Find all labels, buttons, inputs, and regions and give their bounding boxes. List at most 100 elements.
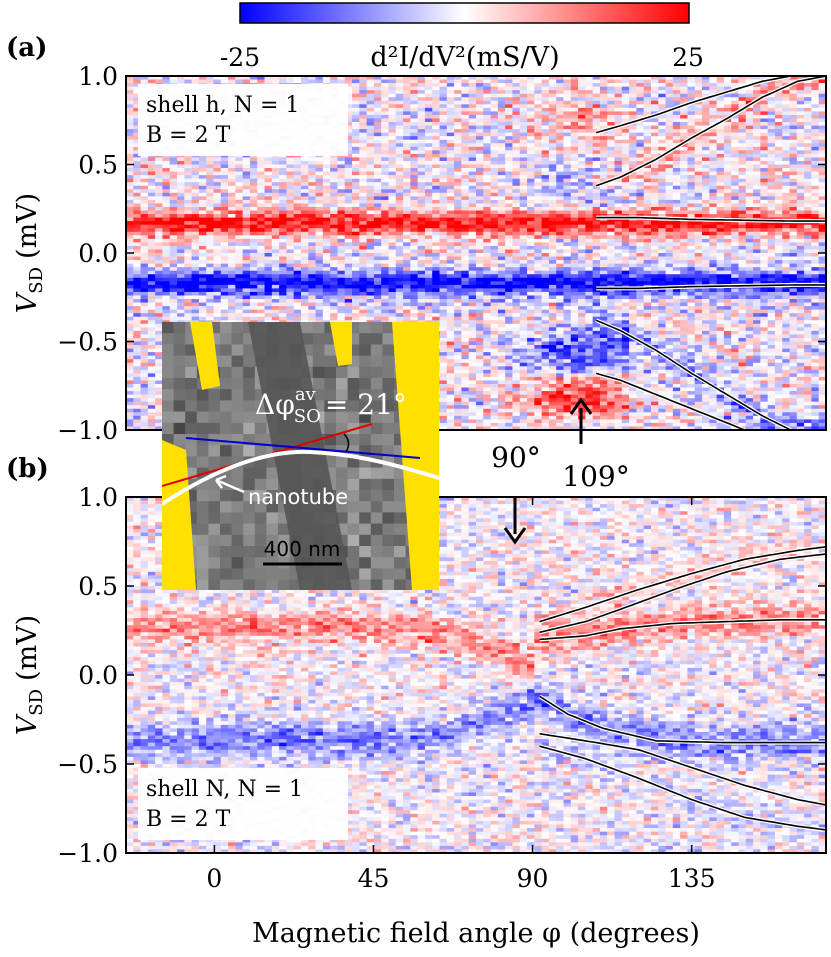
heatmap-cell xyxy=(220,224,229,229)
heatmap-cell xyxy=(249,221,258,226)
heatmap-cell xyxy=(410,253,419,258)
heatmap-cell xyxy=(468,242,477,247)
heatmap-cell xyxy=(381,309,390,314)
heatmap-cell xyxy=(147,175,156,180)
heatmap-cell xyxy=(257,79,266,84)
heatmap-cell xyxy=(177,253,185,258)
heatmap-cell xyxy=(446,178,455,183)
heatmap-cell xyxy=(330,263,339,268)
heatmap-cell xyxy=(410,107,419,112)
heatmap-cell xyxy=(293,263,302,268)
heatmap-cell xyxy=(468,214,477,219)
heatmap-cell xyxy=(315,316,324,321)
heatmap-cell xyxy=(403,242,411,247)
heatmap-cell xyxy=(454,76,463,81)
heatmap-cell xyxy=(257,157,266,162)
heatmap-cell xyxy=(257,175,266,180)
heatmap-cell xyxy=(424,199,433,205)
heatmap-cell xyxy=(417,132,426,137)
heatmap-cell xyxy=(206,231,215,236)
heatmap-cell xyxy=(403,114,411,120)
heatmap-cell xyxy=(279,313,288,318)
heatmap-cell xyxy=(388,288,397,293)
heatmap-cell xyxy=(461,199,470,205)
heatmap-cell xyxy=(198,79,207,84)
heatmap-cell xyxy=(439,291,448,297)
heatmap-cell xyxy=(126,320,134,325)
heatmap-cell xyxy=(126,107,134,112)
heatmap-cell xyxy=(432,267,441,272)
heatmap-cell xyxy=(133,391,142,396)
heatmap-cell xyxy=(373,132,382,137)
heatmap-cell xyxy=(126,90,134,95)
heatmap-cell xyxy=(133,217,142,222)
heatmap-cell xyxy=(439,366,448,371)
heatmap-cell xyxy=(147,168,156,173)
heatmap-cell xyxy=(439,394,448,399)
heatmap-cell xyxy=(322,270,331,275)
heatmap-cell xyxy=(286,302,295,307)
heatmap-cell xyxy=(177,210,185,215)
heatmap-cell xyxy=(286,192,295,197)
heatmap-cell xyxy=(446,175,455,180)
heatmap-cell xyxy=(461,299,470,304)
heatmap-cell xyxy=(432,196,441,201)
heatmap-cell xyxy=(410,168,419,173)
heatmap-cell xyxy=(279,249,288,254)
heatmap-cell xyxy=(359,157,368,162)
heatmap-cell xyxy=(344,76,353,81)
heatmap-cell xyxy=(184,203,193,208)
heatmap-cell xyxy=(446,352,455,357)
heatmap-cell xyxy=(242,306,251,311)
heatmap-cell xyxy=(133,277,142,282)
heatmap-cell xyxy=(126,100,134,105)
heatmap-cell xyxy=(169,206,178,212)
heatmap-cell xyxy=(439,143,448,148)
heatmap-cell xyxy=(198,217,207,222)
heatmap-cell xyxy=(446,189,455,194)
heatmap-cell xyxy=(366,146,375,151)
heatmap-cell xyxy=(301,238,309,243)
heatmap-cell xyxy=(162,217,171,222)
heatmap-cell xyxy=(395,235,404,240)
heatmap-cell xyxy=(301,178,309,183)
heatmap-cell xyxy=(140,281,149,286)
heatmap-cell xyxy=(271,277,280,282)
heatmap-cell xyxy=(424,125,433,130)
heatmap-cell xyxy=(388,260,397,265)
heatmap-cell xyxy=(264,192,273,197)
heatmap-cell xyxy=(322,79,331,84)
heatmap-cell xyxy=(476,422,484,428)
heatmap-cell xyxy=(315,199,324,205)
heatmap-cell xyxy=(133,79,142,84)
heatmap-cell xyxy=(140,323,149,328)
heatmap-cell xyxy=(169,253,178,258)
heatmap-cell xyxy=(344,114,353,120)
heatmap-cell xyxy=(439,398,448,403)
heatmap-cell xyxy=(330,160,339,166)
heatmap-cell xyxy=(249,178,258,183)
heatmap-cell xyxy=(155,412,164,417)
heatmap-cell xyxy=(220,249,229,254)
heatmap-cell xyxy=(454,242,463,247)
heatmap-cell xyxy=(359,104,368,109)
heatmap-cell xyxy=(388,178,397,183)
heatmap-cell xyxy=(388,150,397,155)
heatmap-cell xyxy=(286,206,295,212)
heatmap-cell xyxy=(403,168,411,173)
heatmap-cell xyxy=(177,295,185,300)
heatmap-cell xyxy=(468,348,477,353)
heatmap-cell xyxy=(330,79,339,84)
heatmap-cell xyxy=(242,267,251,272)
heatmap-cell xyxy=(133,249,142,254)
heatmap-cell xyxy=(140,401,149,406)
heatmap-cell xyxy=(126,267,134,272)
heatmap-cell xyxy=(337,196,346,201)
heatmap-cell xyxy=(140,260,149,265)
heatmap-cell xyxy=(359,316,368,321)
heatmap-cell xyxy=(468,245,477,251)
heatmap-cell xyxy=(410,150,419,155)
heatmap-cell xyxy=(213,178,222,183)
heatmap-cell xyxy=(301,249,309,254)
heatmap-cell xyxy=(228,189,236,194)
